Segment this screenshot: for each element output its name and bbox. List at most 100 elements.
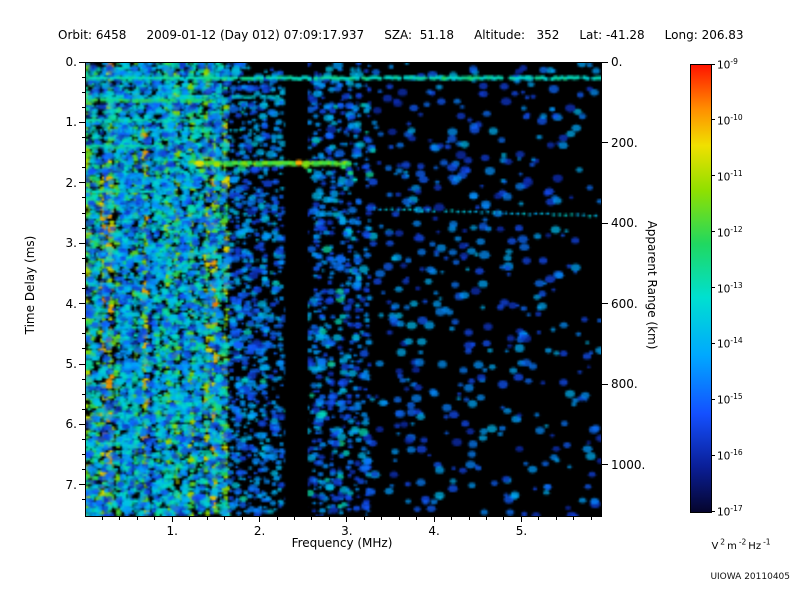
y-axis-label-right: Apparent Range (km) [645, 220, 659, 350]
colorbar [690, 64, 712, 513]
spectrogram-canvas [86, 63, 601, 516]
x-minor-tick [189, 517, 191, 520]
colorbar-tick [711, 510, 715, 512]
y-minor-tick-left [82, 167, 85, 169]
y-tick-left [79, 423, 85, 425]
y-minor-tick-left [82, 227, 85, 229]
y-minor-tick-left [82, 318, 85, 320]
y-minor-tick-left [82, 212, 85, 214]
x-minor-tick [468, 517, 470, 520]
x-minor-tick [451, 517, 453, 520]
y-tick-left [79, 182, 85, 184]
x-tick [259, 517, 261, 522]
x-minor-tick [328, 517, 330, 520]
colorbar-tick-label: 10-15 [717, 392, 743, 407]
x-minor-tick [381, 517, 383, 520]
colorbar-tick [711, 63, 715, 65]
y-minor-tick-left [82, 408, 85, 410]
y-minor-tick-left [82, 469, 85, 471]
y-minor-tick-left [82, 333, 85, 335]
x-tick [520, 517, 522, 522]
x-minor-tick [119, 517, 121, 520]
x-tick-label: 3. [341, 524, 353, 538]
y-minor-tick-left [82, 106, 85, 108]
colorbar-tick-label: 10-13 [717, 280, 743, 296]
x-axis-label: Frequency (MHz) [291, 536, 393, 550]
y-tick-left [79, 484, 85, 486]
x-minor-tick [398, 517, 400, 520]
y-tick-left [79, 121, 85, 123]
y-minor-tick-left [82, 152, 85, 154]
y-tick-left [79, 303, 85, 305]
x-minor-tick [538, 517, 540, 520]
y-minor-tick-left [82, 393, 85, 395]
plot-area [85, 62, 602, 517]
y-minor-tick-left [82, 499, 85, 501]
y-tick-label-right: 0. [611, 55, 623, 69]
colorbar-tick [711, 398, 715, 400]
x-tick [433, 517, 435, 522]
y-minor-tick-left [82, 288, 85, 289]
x-minor-tick [101, 517, 103, 520]
colorbar-tick-label: 10-11 [717, 168, 743, 184]
colorbar-tick [711, 454, 715, 456]
y-tick-label-left: 5. [65, 357, 77, 371]
colorbar-unit-label: V 2 m -2 Hz -1 [711, 538, 771, 553]
credit-label: UIOWA 20110405 [710, 572, 790, 582]
colorbar-tick-label: 10-10 [717, 112, 743, 128]
x-minor-tick [293, 517, 295, 520]
y-tick-label-right: 1000. [611, 457, 646, 472]
y-tick-right [602, 464, 608, 466]
colorbar-tick [711, 287, 715, 288]
colorbar-tick-label: 10-14 [717, 336, 743, 351]
x-minor-tick [555, 517, 557, 520]
y-minor-tick-left [82, 76, 85, 78]
x-minor-tick [311, 517, 313, 520]
x-tick-label: 4. [428, 524, 440, 538]
colorbar-tick [711, 342, 715, 344]
y-tick-left [79, 363, 85, 365]
y-tick-right [602, 383, 608, 385]
x-minor-tick [206, 517, 208, 520]
colorbar-tick [711, 119, 715, 121]
colorbar-tick [711, 231, 715, 233]
x-tick-label: 5. [515, 524, 528, 538]
y-tick-right [602, 222, 608, 224]
y-tick-label-left: 3. [65, 236, 77, 251]
y-tick-right [602, 61, 608, 63]
y-tick-label-right: 400. [611, 216, 638, 231]
y-tick-label-left: 7. [65, 477, 77, 492]
y-minor-tick-left [82, 137, 85, 138]
colorbar-tick-label: 10-9 [717, 57, 738, 72]
y-tick-label-right: 200. [611, 135, 638, 150]
y-tick-left [79, 61, 85, 63]
colorbar-tick-label: 10-16 [717, 448, 743, 463]
x-tick-label: 2. [253, 524, 266, 538]
y-tick-left [79, 242, 85, 244]
y-minor-tick-left [82, 439, 85, 440]
x-minor-tick [590, 517, 592, 520]
x-minor-tick [416, 517, 418, 520]
y-minor-tick-left [82, 272, 85, 274]
colorbar-tick-label: 10-17 [717, 504, 743, 519]
altitude-label: Altitude: 352 [474, 28, 560, 42]
datetime-label: 2009-01-12 (Day 012) 07:09:17.937 [146, 28, 365, 42]
header-info: Orbit: 6458 2009-01-12 (Day 012) 07:09:1… [58, 28, 744, 42]
y-tick-right [602, 303, 608, 305]
x-minor-tick [154, 517, 156, 520]
x-minor-tick [241, 517, 243, 520]
colorbar-gradient [691, 65, 711, 512]
y-minor-tick-left [82, 197, 85, 199]
y-tick-right [602, 142, 608, 144]
colorbar-tick [711, 175, 715, 177]
x-minor-tick [573, 517, 575, 520]
sza-label: SZA: 51.18 [384, 28, 455, 42]
x-tick [171, 517, 173, 522]
x-tick-label: 1. [166, 524, 178, 538]
y-tick-label-right: 800. [611, 377, 638, 392]
y-tick-label-left: 1. [65, 115, 77, 130]
y-tick-label-left: 4. [65, 296, 77, 311]
x-minor-tick [503, 517, 505, 520]
y-minor-tick-left [82, 454, 85, 456]
